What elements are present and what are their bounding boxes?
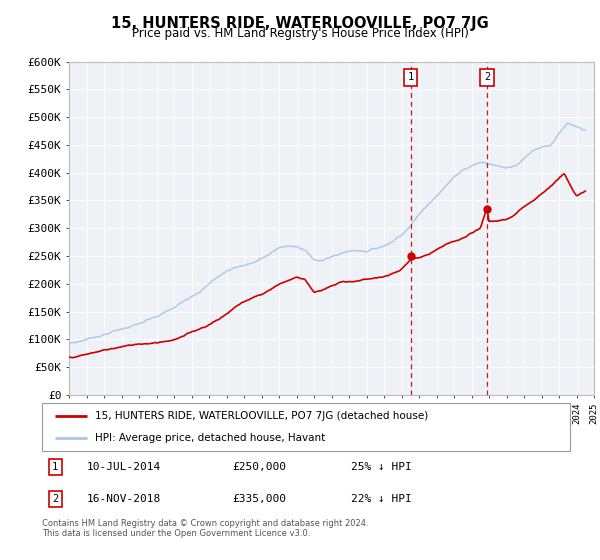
Text: 15, HUNTERS RIDE, WATERLOOVILLE, PO7 7JG: 15, HUNTERS RIDE, WATERLOOVILLE, PO7 7JG bbox=[111, 16, 489, 31]
Text: 1: 1 bbox=[52, 462, 58, 472]
Text: This data is licensed under the Open Government Licence v3.0.: This data is licensed under the Open Gov… bbox=[42, 529, 310, 538]
Text: 10-JUL-2014: 10-JUL-2014 bbox=[87, 462, 161, 472]
Text: 2: 2 bbox=[52, 494, 58, 504]
Text: 16-NOV-2018: 16-NOV-2018 bbox=[87, 494, 161, 504]
FancyBboxPatch shape bbox=[42, 403, 570, 451]
Text: 25% ↓ HPI: 25% ↓ HPI bbox=[351, 462, 412, 472]
Text: 15, HUNTERS RIDE, WATERLOOVILLE, PO7 7JG (detached house): 15, HUNTERS RIDE, WATERLOOVILLE, PO7 7JG… bbox=[95, 411, 428, 421]
Text: Contains HM Land Registry data © Crown copyright and database right 2024.: Contains HM Land Registry data © Crown c… bbox=[42, 519, 368, 528]
Text: HPI: Average price, detached house, Havant: HPI: Average price, detached house, Hava… bbox=[95, 433, 325, 443]
Text: 2: 2 bbox=[484, 72, 490, 82]
Text: 1: 1 bbox=[407, 72, 414, 82]
Text: Price paid vs. HM Land Registry's House Price Index (HPI): Price paid vs. HM Land Registry's House … bbox=[131, 27, 469, 40]
Text: £250,000: £250,000 bbox=[232, 462, 286, 472]
Text: £335,000: £335,000 bbox=[232, 494, 286, 504]
Text: 22% ↓ HPI: 22% ↓ HPI bbox=[351, 494, 412, 504]
